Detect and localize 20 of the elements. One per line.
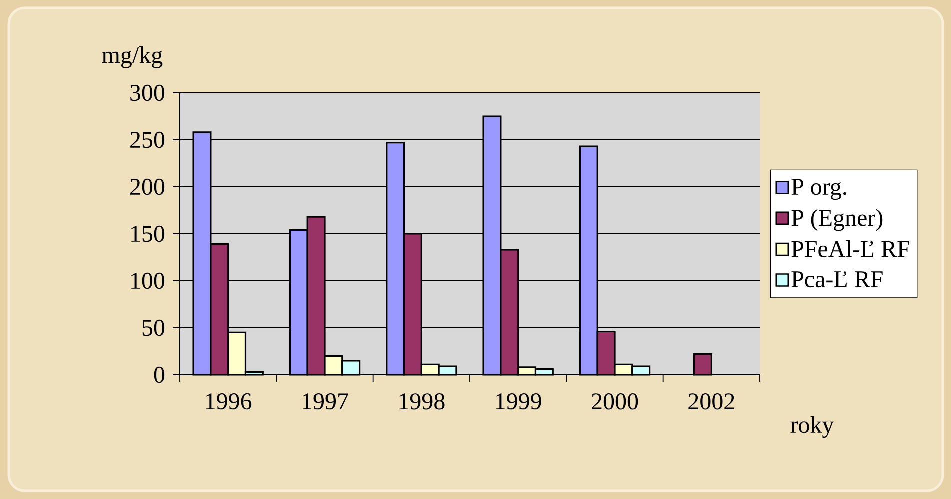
y-tick-label: 200 [130,178,165,196]
y-tick-label: 50 [142,320,165,336]
x-tick-label: 2000 [592,394,638,410]
x-tick-label: 1999 [496,394,542,410]
legend-label: Pca-Ľ RF [792,272,883,288]
y-tick-label: 150 [132,226,165,242]
x-tick-label: 2002 [688,394,734,410]
bar [693,354,712,376]
legend-label: PFeAl-Ľ RF [792,240,910,258]
x-tick-label: 1998 [400,394,445,410]
legend-label: P org. [792,179,846,200]
x-axis-title: roky [790,416,834,438]
x-tick-label: 1996 [206,394,252,410]
y-tick-label: 300 [130,84,165,102]
y-axis-title: mg/kg [102,46,163,68]
y-tick-label: 100 [132,272,165,290]
y-tick-label: 0 [154,366,165,384]
x-tick-label: 1997 [303,394,348,410]
y-tick-label: 250 [130,132,165,148]
legend-label: P (Egner) [792,209,883,232]
